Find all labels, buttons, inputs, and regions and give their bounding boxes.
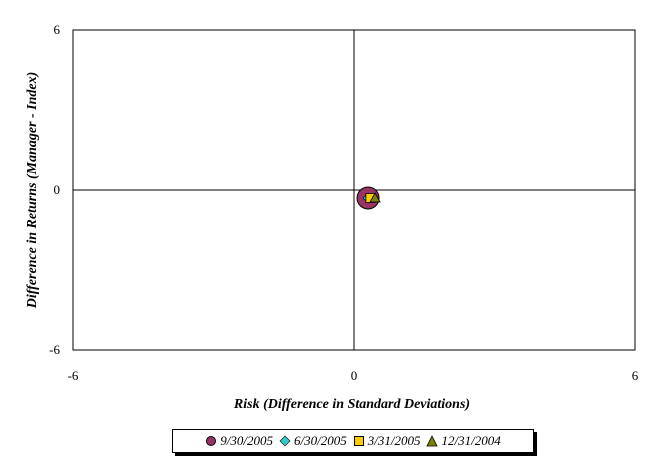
y-tick-bottom: -6 — [49, 342, 60, 357]
legend-label: 3/31/2005 — [367, 433, 421, 448]
legend-item-3-31-2005: 3/31/2005 — [353, 433, 421, 449]
legend-item-6-30-2005: 6/30/2005 — [279, 433, 347, 449]
legend-label: 12/31/2004 — [441, 433, 501, 448]
legend-item-9-30-2005: 9/30/2005 — [205, 433, 273, 449]
data-point-triangle — [369, 192, 381, 203]
y-tick-top: 6 — [54, 22, 61, 37]
y-axis-label: Difference in Returns (Manager - Index) — [25, 72, 40, 310]
legend: 9/30/2005 6/30/2005 3/31/2005 12/31/2004 — [172, 429, 534, 453]
x-tick-left: -6 — [68, 368, 79, 383]
data-points — [356, 186, 381, 210]
legend-label: 6/30/2005 — [294, 433, 347, 448]
x-tick-right: 6 — [632, 368, 639, 383]
legend-item-12-31-2004: 12/31/2004 — [426, 433, 501, 449]
legend-label: 9/30/2005 — [220, 433, 274, 448]
diamond-marker-icon — [279, 435, 291, 447]
circle-marker-icon — [206, 436, 217, 446]
triangle-marker-icon — [426, 435, 439, 447]
x-axis-label: Risk (Difference in Standard Deviations) — [233, 397, 470, 412]
y-tick-middle: 0 — [54, 182, 61, 197]
x-tick-middle: 0 — [351, 368, 358, 383]
square-marker-icon — [353, 436, 364, 446]
